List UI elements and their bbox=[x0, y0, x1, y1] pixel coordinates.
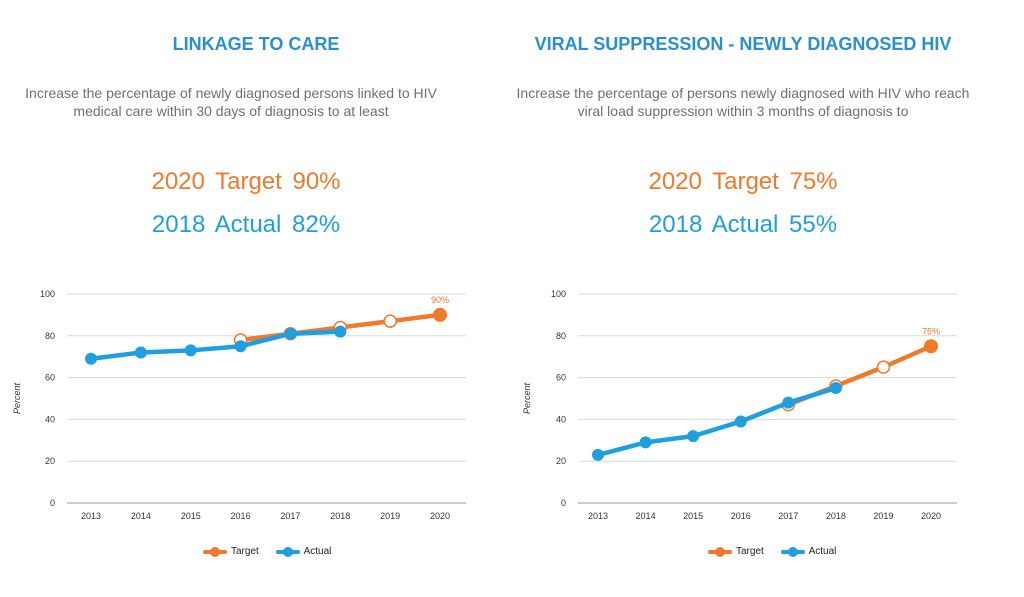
data-label: 90% bbox=[431, 295, 449, 305]
actual-point bbox=[85, 352, 97, 365]
x-tick-label: 2014 bbox=[131, 511, 151, 521]
actual-point bbox=[234, 340, 247, 353]
legend-item-target[interactable]: Target bbox=[203, 546, 259, 557]
viral-suppression-chart: 0 20 40 60 80 100 2013 2014 2015 2016 2017 2018 2019… bbox=[522, 289, 957, 521]
y-tick-label: 40 bbox=[556, 414, 566, 424]
actual-point bbox=[134, 346, 147, 359]
x-tick-label: 2016 bbox=[731, 511, 751, 521]
legend-target-label: Target bbox=[231, 546, 259, 557]
panel-description: Increase the percentage of persons newly… bbox=[516, 85, 970, 119]
legend-target-swatch bbox=[203, 546, 227, 557]
x-tick-label: 2017 bbox=[280, 511, 300, 521]
actual-point bbox=[782, 396, 795, 409]
legend-target-label: Target bbox=[736, 546, 764, 557]
viral-suppression-panel: VIRAL SUPPRESSION - NEWLY DIAGNOSED HIV … bbox=[512, 0, 1024, 597]
x-tick-label: 2020 bbox=[430, 511, 450, 521]
x-tick-label: 2018 bbox=[330, 511, 350, 521]
linkage-panel: LINKAGE TO CARE Increase the percentage … bbox=[12, 34, 466, 560]
linkage-chart: 0 20 40 60 80 100 2013 2014 2015 2016 2017 2018 2019… bbox=[12, 289, 466, 521]
target-point bbox=[383, 314, 397, 328]
chart-legend: Target Actual bbox=[708, 546, 850, 560]
x-tick-label: 2020 bbox=[921, 511, 941, 521]
actual-series-line bbox=[88, 329, 343, 362]
y-tick-label: 100 bbox=[551, 289, 566, 299]
actual-point bbox=[639, 436, 652, 449]
panel-description: Increase the percentage of newly diagnos… bbox=[25, 85, 437, 119]
data-label: 75% bbox=[922, 326, 940, 336]
x-tick-label: 2016 bbox=[231, 511, 251, 521]
target-stat: 2020 Target 90% bbox=[151, 168, 341, 195]
x-tick-label: 2018 bbox=[826, 511, 846, 521]
legend-item-actual[interactable]: Actual bbox=[275, 546, 332, 557]
y-tick-label: 0 bbox=[50, 498, 55, 508]
y-tick-label: 20 bbox=[556, 456, 566, 466]
actual-point bbox=[284, 327, 297, 340]
x-tick-label: 2019 bbox=[873, 511, 893, 521]
y-axis-label: Percent bbox=[12, 382, 22, 414]
y-axis-label: Percent bbox=[522, 382, 532, 414]
y-tick-label: 60 bbox=[45, 373, 55, 383]
actual-point bbox=[592, 448, 604, 461]
actual-point bbox=[687, 430, 700, 443]
x-tick-label: 2013 bbox=[81, 511, 101, 521]
y-tick-label: 100 bbox=[40, 289, 55, 299]
actual-series-line bbox=[595, 385, 839, 458]
y-tick-label: 60 bbox=[556, 373, 566, 383]
x-tick-label: 2015 bbox=[181, 511, 201, 521]
actual-point bbox=[829, 382, 842, 395]
legend-item-target[interactable]: Target bbox=[708, 546, 764, 557]
target-point bbox=[876, 360, 891, 374]
x-tick-label: 2014 bbox=[636, 511, 656, 521]
target-stat: 2020 Target 75% bbox=[648, 168, 838, 195]
chart-legend: Target Actual bbox=[203, 546, 345, 560]
x-tick-label: 2019 bbox=[380, 511, 400, 521]
y-tick-label: 0 bbox=[561, 498, 566, 508]
legend-target-swatch bbox=[708, 546, 732, 557]
x-tick-label: 2015 bbox=[683, 511, 703, 521]
y-tick-label: 80 bbox=[45, 331, 55, 341]
actual-point bbox=[734, 415, 747, 428]
legend-actual-label: Actual bbox=[808, 546, 837, 557]
legend-item-actual[interactable]: Actual bbox=[780, 546, 837, 557]
actual-stat: 2018 Actual 55% bbox=[648, 211, 838, 238]
y-tick-label: 80 bbox=[556, 331, 566, 341]
panel-title: VIRAL SUPPRESSION - NEWLY DIAGNOSED HIV bbox=[534, 34, 952, 54]
y-tick-label: 40 bbox=[45, 414, 55, 424]
x-tick-label: 2017 bbox=[778, 511, 798, 521]
actual-point bbox=[184, 344, 197, 357]
actual-point bbox=[334, 325, 347, 338]
legend-actual-label: Actual bbox=[303, 546, 332, 557]
legend-actual-swatch bbox=[275, 546, 300, 557]
legend-actual-swatch bbox=[780, 546, 805, 557]
target-point bbox=[924, 339, 938, 354]
x-tick-label: 2013 bbox=[588, 511, 608, 521]
panel-title: LINKAGE TO CARE bbox=[172, 34, 340, 54]
target-point bbox=[433, 307, 447, 322]
actual-stat: 2018 Actual 82% bbox=[151, 211, 341, 238]
y-tick-label: 20 bbox=[45, 456, 55, 466]
